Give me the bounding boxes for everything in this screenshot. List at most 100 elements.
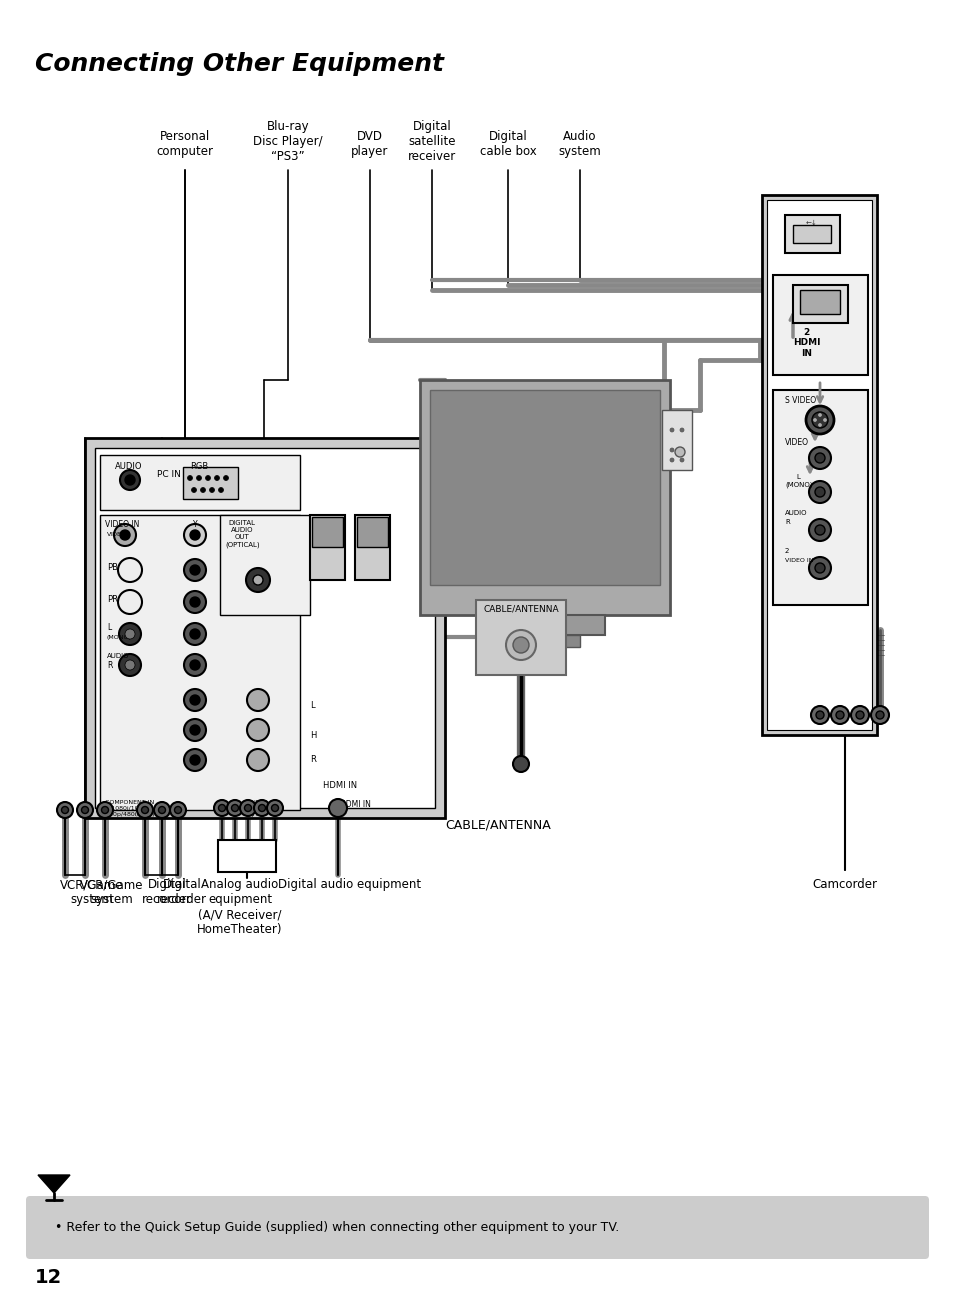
Polygon shape <box>38 1175 70 1193</box>
Circle shape <box>101 807 109 813</box>
Text: Analog audio
equipment
(A/V Receiver/
HomeTheater): Analog audio equipment (A/V Receiver/ Ho… <box>197 878 282 936</box>
Circle shape <box>120 470 140 490</box>
Circle shape <box>184 689 206 711</box>
Circle shape <box>196 476 201 480</box>
Text: CABLE/ANTENNA: CABLE/ANTENNA <box>482 604 558 613</box>
Bar <box>310 515 345 580</box>
Circle shape <box>835 711 843 719</box>
Bar <box>312 518 343 547</box>
Text: VCR/Game
system: VCR/Game system <box>80 878 143 907</box>
Circle shape <box>669 447 673 451</box>
Circle shape <box>218 488 223 493</box>
Bar <box>356 518 388 547</box>
Text: L: L <box>107 624 112 633</box>
Circle shape <box>679 428 683 432</box>
Circle shape <box>669 458 673 462</box>
Text: AUDIO: AUDIO <box>784 510 806 516</box>
Circle shape <box>218 804 225 812</box>
Circle shape <box>814 525 824 534</box>
Bar <box>100 515 299 811</box>
Bar <box>355 515 390 580</box>
Circle shape <box>119 623 141 645</box>
Circle shape <box>855 711 863 719</box>
Circle shape <box>813 419 816 422</box>
Circle shape <box>190 725 200 735</box>
Circle shape <box>190 597 200 607</box>
Text: 12: 12 <box>35 1268 62 1287</box>
Circle shape <box>214 476 219 480</box>
Circle shape <box>814 453 824 463</box>
Circle shape <box>329 799 347 817</box>
Text: R: R <box>107 661 112 671</box>
Text: Audio
system: Audio system <box>558 130 600 158</box>
Circle shape <box>184 591 206 613</box>
Circle shape <box>808 556 830 578</box>
Circle shape <box>247 719 269 741</box>
Circle shape <box>815 711 823 719</box>
Text: Digital audio equipment: Digital audio equipment <box>278 878 421 891</box>
Bar <box>792 285 847 323</box>
Circle shape <box>97 802 112 818</box>
Text: VCR/Game
system: VCR/Game system <box>60 878 123 907</box>
Circle shape <box>190 695 200 706</box>
Bar <box>220 515 310 615</box>
Bar <box>800 291 840 314</box>
Circle shape <box>505 630 536 660</box>
Circle shape <box>808 519 830 541</box>
Text: Camcorder: Camcorder <box>812 878 877 891</box>
Text: VIDEO: VIDEO <box>107 533 127 537</box>
Circle shape <box>258 804 265 812</box>
Text: Personal
computer: Personal computer <box>156 130 213 158</box>
Text: Digital
satellite
receiver: Digital satellite receiver <box>408 121 456 163</box>
Circle shape <box>192 488 196 493</box>
Text: L
(MONO): L (MONO) <box>784 473 812 488</box>
Text: PC IN: PC IN <box>157 470 181 479</box>
Text: AUDIO: AUDIO <box>107 652 130 659</box>
Circle shape <box>247 689 269 711</box>
Text: VIDEO IN: VIDEO IN <box>105 520 139 529</box>
Circle shape <box>210 488 214 493</box>
Text: H: H <box>310 730 316 739</box>
Text: Connecting Other Equipment: Connecting Other Equipment <box>35 52 443 77</box>
Circle shape <box>125 475 135 485</box>
Circle shape <box>513 637 529 652</box>
Circle shape <box>170 802 186 818</box>
Text: CABLE/ANTENNA: CABLE/ANTENNA <box>445 818 550 831</box>
Circle shape <box>818 414 821 416</box>
Text: Y: Y <box>193 520 197 529</box>
Text: (MONO): (MONO) <box>107 636 132 641</box>
Text: PR: PR <box>107 595 118 604</box>
Bar <box>784 215 840 253</box>
Text: R: R <box>310 755 315 764</box>
Bar <box>772 390 867 604</box>
Bar <box>510 636 579 647</box>
Circle shape <box>850 706 868 724</box>
Circle shape <box>118 590 142 613</box>
Circle shape <box>808 447 830 470</box>
Circle shape <box>141 807 149 813</box>
Circle shape <box>679 458 683 462</box>
Circle shape <box>679 447 683 451</box>
Circle shape <box>184 748 206 770</box>
Bar <box>766 200 871 730</box>
Bar <box>484 615 604 636</box>
Circle shape <box>174 807 181 813</box>
Text: PB: PB <box>107 563 118 572</box>
Text: HDMI IN: HDMI IN <box>339 800 370 809</box>
Circle shape <box>81 807 89 813</box>
Bar <box>661 410 691 470</box>
Circle shape <box>213 800 230 816</box>
Circle shape <box>513 756 529 772</box>
Circle shape <box>158 807 165 813</box>
Circle shape <box>232 804 238 812</box>
Circle shape <box>184 719 206 741</box>
Circle shape <box>814 563 824 573</box>
Circle shape <box>223 476 229 480</box>
Circle shape <box>184 654 206 676</box>
Circle shape <box>830 706 848 724</box>
Circle shape <box>870 706 888 724</box>
Text: • Refer to the Quick Setup Guide (supplied) when connecting other equipment to y: • Refer to the Quick Setup Guide (suppli… <box>55 1222 618 1235</box>
Circle shape <box>875 711 883 719</box>
Circle shape <box>669 428 673 432</box>
Circle shape <box>822 419 825 422</box>
